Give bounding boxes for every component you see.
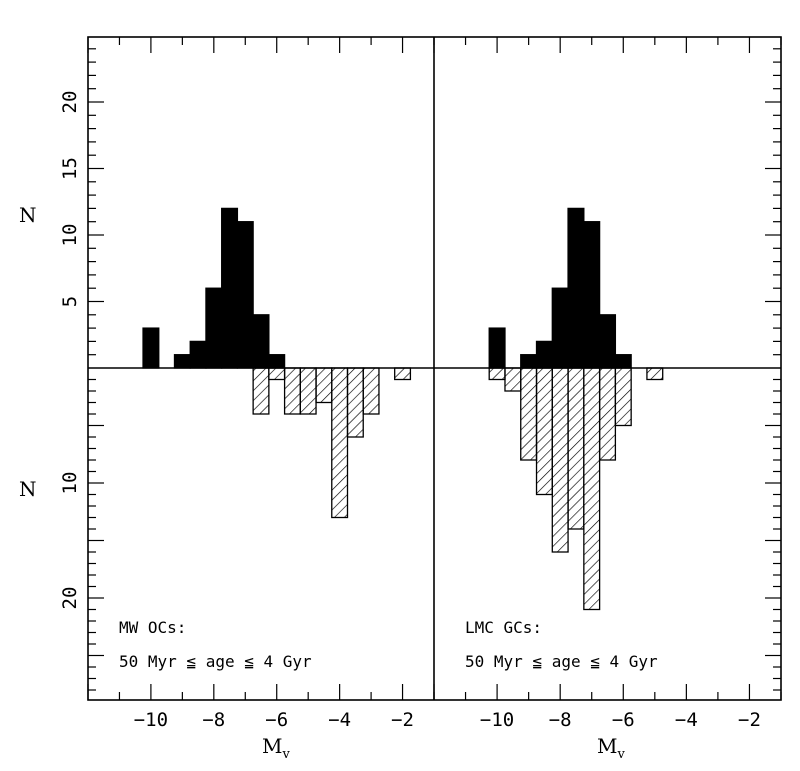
hatched-bar-right [614, 367, 632, 427]
filled-bar-right [567, 207, 585, 369]
filled-bar-right [614, 354, 632, 369]
x-tick-label: −6 [265, 709, 288, 731]
filled-bar-right [520, 354, 538, 369]
annotation-age-range-right: 50 Myr ≦ age ≦ 4 Gyr [465, 652, 658, 671]
hatched-bar-right [520, 367, 538, 461]
hatched-bar-left [315, 367, 333, 404]
annotation-title-left: MW OCs: [119, 618, 186, 637]
y-tick-label-top: 20 [59, 91, 81, 114]
hatched-bar-left [283, 367, 301, 415]
filled-bar-left [142, 327, 160, 369]
hatched-bar-left [252, 367, 270, 415]
hatched-bar-right [583, 367, 601, 611]
filled-bar-left [189, 340, 207, 369]
x-axis-title-subscript: v [616, 747, 625, 762]
hatched-bar-left [299, 367, 317, 415]
y-tick-label-top: 15 [59, 157, 81, 180]
hatched-bar-right [567, 367, 585, 530]
y-axis-title-bottom: N [19, 477, 37, 501]
x-tick-label: −4 [328, 709, 351, 731]
hatched-bar-left [394, 367, 412, 381]
y-axis-title-top: N [19, 203, 37, 227]
hatched-bar-left [346, 367, 364, 438]
x-tick-label: −8 [549, 709, 572, 731]
filled-bar-left [205, 287, 223, 369]
x-axis-title-right: Mv [597, 734, 625, 762]
x-axis-title-subscript: v [281, 747, 290, 762]
hatched-bar-right [535, 367, 553, 496]
hatched-bar-left [362, 367, 380, 415]
hatched-bar-right [646, 367, 664, 381]
y-tick-label-bottom: 10 [59, 472, 81, 495]
x-tick-label: −2 [738, 709, 761, 731]
y-tick-label-bottom: 20 [59, 587, 81, 610]
x-axis-title-left: Mv [262, 734, 290, 762]
filled-bar-right [488, 327, 506, 369]
filled-bar-right [551, 287, 569, 369]
annotation-age-range-left: 50 Myr ≦ age ≦ 4 Gyr [119, 652, 312, 671]
filled-bar-right [583, 221, 601, 369]
y-tick-label-top: 10 [59, 224, 81, 247]
hatched-bar-left [331, 367, 349, 519]
hatched-bar-left [268, 367, 286, 381]
filled-bar-left [252, 314, 270, 369]
filled-bar-right [598, 314, 617, 369]
hatched-bar-right [488, 367, 506, 381]
filled-bar-left [173, 354, 191, 369]
x-tick-label: −2 [391, 709, 414, 731]
filled-bar-left [221, 207, 239, 369]
x-tick-label: −6 [612, 709, 635, 731]
x-tick-label: −8 [202, 709, 225, 731]
x-tick-label: −10 [134, 709, 168, 731]
annotation-title-right: LMC GCs: [465, 618, 542, 637]
hatched-bar-right [598, 367, 617, 461]
x-tick-label: −10 [480, 709, 514, 731]
filled-bar-left [236, 221, 254, 369]
filled-bar-right [535, 340, 553, 369]
filled-bar-left [268, 354, 286, 369]
x-tick-label: −4 [675, 709, 698, 731]
y-tick-label-top: 5 [59, 296, 81, 307]
hatched-bar-right [551, 367, 569, 553]
hatched-bar-right [504, 367, 522, 392]
